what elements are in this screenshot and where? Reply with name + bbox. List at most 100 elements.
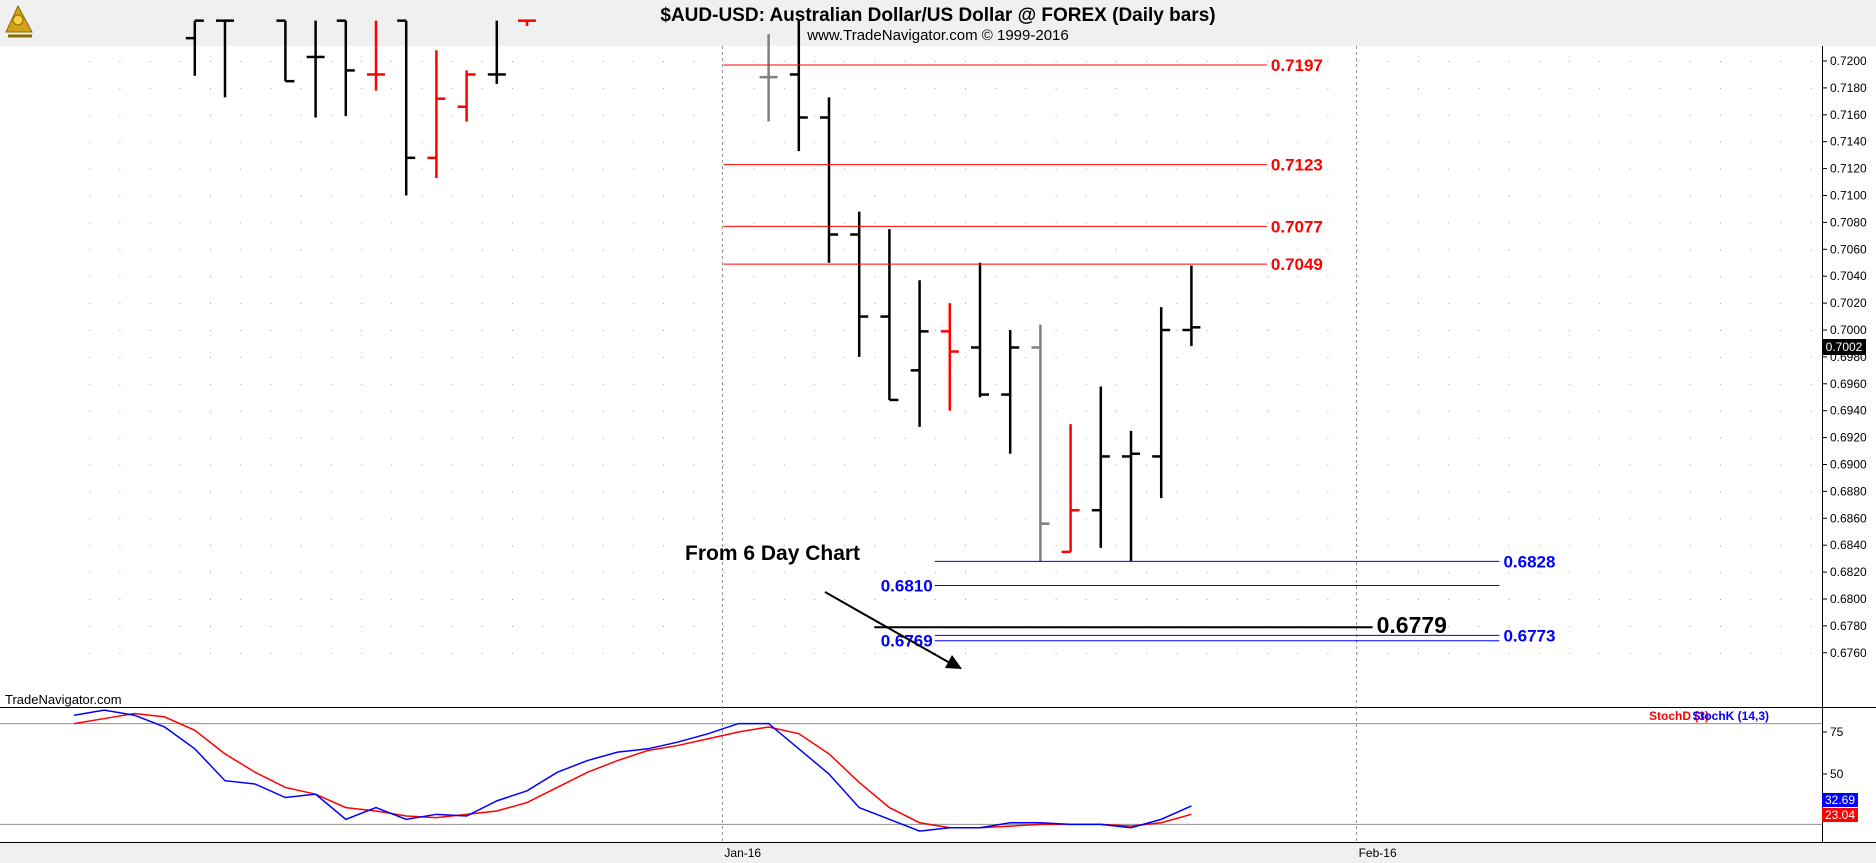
grid-dot	[814, 410, 815, 412]
grid-dot	[904, 491, 906, 493]
grid-dot	[1055, 222, 1057, 224]
grid-dot	[240, 61, 242, 62]
grid-dot	[1750, 491, 1752, 493]
grid-dot	[149, 87, 151, 89]
grid-dot	[572, 545, 574, 547]
grid-dot	[542, 464, 544, 466]
grid-dot	[1206, 410, 1208, 412]
grid-dot	[512, 330, 513, 331]
grid-dot	[149, 545, 151, 547]
grid-dot	[119, 572, 121, 574]
grid-dot	[1599, 330, 1601, 331]
grid-dot	[934, 356, 936, 358]
grid-dot	[1357, 572, 1359, 574]
grid-dot	[421, 383, 423, 385]
grid-dot	[693, 625, 695, 627]
grid-dot	[1146, 652, 1148, 654]
grid-dot	[149, 356, 151, 358]
grid-dot	[1720, 195, 1721, 197]
grid-dot	[814, 652, 815, 654]
grid-dot	[783, 652, 785, 654]
grid-dot	[451, 61, 453, 62]
grid-dot	[1629, 141, 1631, 143]
grid-dot	[149, 599, 151, 600]
grid-dot	[1478, 276, 1480, 278]
grid-dot	[1780, 114, 1782, 116]
grid-dot	[1448, 330, 1450, 331]
grid-dot	[1055, 491, 1057, 493]
grid-dot	[1116, 572, 1117, 574]
grid-dot	[934, 410, 936, 412]
grid-dot	[1146, 249, 1148, 251]
grid-dot	[1448, 276, 1450, 278]
grid-dot	[723, 410, 725, 412]
grid-dot	[1689, 491, 1691, 493]
grid-dot	[663, 114, 664, 116]
grid-dot	[179, 383, 181, 385]
grid-dot	[361, 195, 362, 197]
grid-dot	[1599, 249, 1601, 251]
grid-dot	[481, 625, 483, 627]
grid-dot	[1599, 572, 1601, 574]
grid-dot	[451, 652, 453, 654]
grid-dot	[602, 545, 604, 547]
grid-dot	[330, 61, 332, 62]
grid-dot	[1055, 249, 1057, 251]
grid-dot	[874, 249, 876, 251]
grid-dot	[1538, 652, 1540, 654]
grid-dot	[874, 545, 876, 547]
grid-dot	[1236, 545, 1238, 547]
grid-dot	[330, 356, 332, 358]
grid-dot	[1448, 437, 1450, 439]
grid-dot	[330, 87, 332, 89]
grid-dot	[1569, 87, 1570, 89]
grid-dot	[693, 383, 695, 385]
grid-dot	[210, 572, 211, 574]
grid-dot	[965, 545, 966, 547]
grid-dot	[572, 87, 574, 89]
grid-dot	[874, 168, 876, 170]
grid-dot	[1750, 141, 1752, 143]
grid-dot	[1357, 545, 1359, 547]
grid-dot	[1418, 61, 1419, 62]
grid-dot	[1236, 303, 1238, 305]
grid-dot	[844, 437, 846, 439]
grid-dot	[1720, 114, 1721, 116]
grid-dot	[512, 114, 513, 116]
grid-dot	[149, 437, 151, 439]
grid-dot	[904, 356, 906, 358]
grid-dot	[1508, 61, 1510, 62]
grid-dot	[1689, 330, 1691, 331]
grid-dot	[1569, 330, 1570, 331]
grid-dot	[330, 545, 332, 547]
grid-dot	[512, 625, 513, 627]
grid-dot	[904, 303, 906, 305]
grid-dot	[361, 599, 362, 600]
grid-dot	[995, 572, 997, 574]
grid-dot	[602, 599, 604, 600]
grid-dot	[1508, 572, 1510, 574]
grid-dot	[1085, 330, 1087, 331]
grid-dot	[753, 303, 755, 305]
grid-dot	[1418, 625, 1419, 627]
grid-dot	[542, 545, 544, 547]
grid-dot	[1085, 276, 1087, 278]
grid-dot	[1689, 545, 1691, 547]
grid-dot	[330, 599, 332, 600]
grid-dot	[1357, 652, 1359, 654]
grid-dot	[965, 356, 966, 358]
y-tick-label: 0.6800	[1830, 592, 1867, 606]
grid-dot	[1448, 464, 1450, 466]
grid-dot	[1478, 141, 1480, 143]
grid-dot	[330, 222, 332, 224]
grid-dot	[965, 114, 966, 116]
grid-dot	[995, 491, 997, 493]
grid-dot	[1629, 168, 1631, 170]
grid-dot	[1689, 625, 1691, 627]
grid-dot	[1629, 437, 1631, 439]
grid-dot	[995, 87, 997, 89]
grid-dot	[1055, 652, 1057, 654]
grid-dot	[1810, 437, 1812, 439]
grid-dot	[1538, 545, 1540, 547]
grid-dot	[1629, 356, 1631, 358]
